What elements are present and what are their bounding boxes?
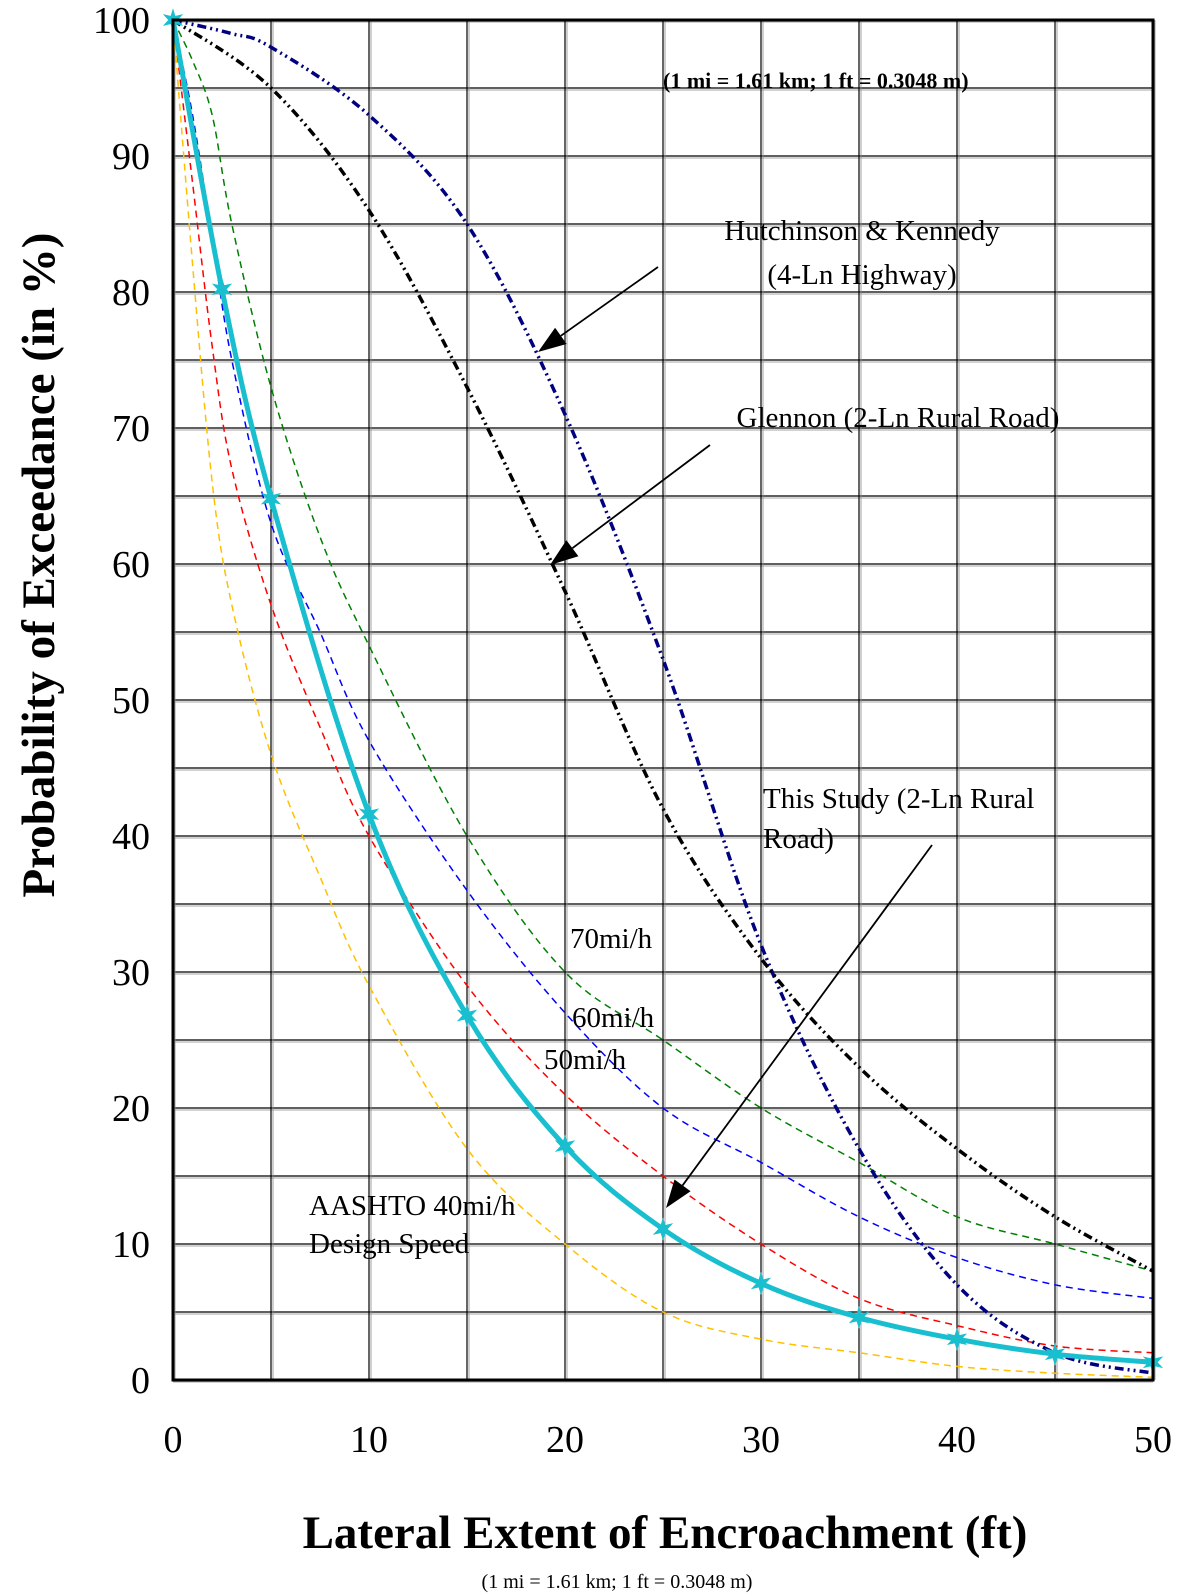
annotation-line: Design Speed xyxy=(309,1228,470,1260)
y-tick-label: 0 xyxy=(131,1360,150,1402)
data-point-this-study-2-ln-rural-road xyxy=(1044,1342,1066,1366)
data-point-this-study-2-ln-rural-road xyxy=(652,1217,674,1241)
x-tick-label: 20 xyxy=(546,1419,584,1461)
plot-border xyxy=(171,18,1155,1382)
data-point-this-study-2-ln-rural-road xyxy=(750,1271,772,1296)
conversion-note-top: (1 mi = 1.61 km; 1 ft = 0.3048 m) xyxy=(663,68,969,93)
y-tick-label: 10 xyxy=(112,1224,150,1266)
y-tick-label: 20 xyxy=(112,1088,150,1130)
y-axis-title: Probability of Exceedance (in %) xyxy=(13,233,65,898)
annotation-line: 60mi/h xyxy=(572,1002,655,1034)
data-point-this-study-2-ln-rural-road xyxy=(456,1003,478,1028)
arrow-head-glennon xyxy=(550,540,579,565)
y-tick-label: 60 xyxy=(112,544,150,586)
series-group xyxy=(162,8,1164,1379)
annotation-line: Hutchinson & Kennedy xyxy=(724,215,1000,247)
annotation-line: This Study (2-Ln Rural xyxy=(763,783,1034,815)
data-point-this-study-2-ln-rural-road xyxy=(260,486,282,511)
x-tick-label: 10 xyxy=(350,1419,388,1461)
x-axis-title: Lateral Extent of Encroachment (ft) xyxy=(303,1507,1028,1559)
series-line-aashto-40mi-h-design-speed xyxy=(172,19,1154,1379)
annotation-study: This Study (2-Ln Rural Road) xyxy=(763,783,1034,855)
series-line-this-study-2-ln-rural-road xyxy=(170,19,1154,1365)
y-tick-label: 50 xyxy=(112,680,150,722)
y-tick-label: 80 xyxy=(112,272,150,314)
y-tick-label: 30 xyxy=(112,952,150,994)
y-tick-label: 40 xyxy=(112,816,150,858)
data-point-this-study-2-ln-rural-road xyxy=(848,1305,870,1330)
y-tick-label: 90 xyxy=(112,136,150,178)
y-tick-label: 100 xyxy=(93,0,150,42)
annotation-aashto: AASHTO 40mi/h Design Speed xyxy=(309,1190,516,1260)
annotation-glennon: Glennon (2-Ln Rural Road) xyxy=(737,402,1060,434)
data-point-this-study-2-ln-rural-road xyxy=(946,1327,968,1351)
arrow-line-study xyxy=(681,844,933,1186)
annotation-line: Road) xyxy=(763,823,834,855)
annotation-hk: Hutchinson & Kennedy (4-Ln Highway) xyxy=(724,215,1000,291)
series-line-hutchinson-kennedy-4-ln-highway xyxy=(172,18,1154,1375)
data-point-this-study-2-ln-rural-road xyxy=(358,802,380,826)
arrow-line-hk xyxy=(560,266,659,337)
data-point-this-study-2-ln-rural-road xyxy=(554,1134,576,1158)
annotations: Hutchinson & Kennedy (4-Ln Highway) Glenno… xyxy=(309,215,1059,1260)
y-tick-label: 70 xyxy=(112,408,150,450)
arrow-head-study xyxy=(666,1179,691,1208)
series-line-50mi-h xyxy=(172,19,1154,1354)
arrow-head-hk xyxy=(538,327,567,352)
annotation-line: 50mi/h xyxy=(544,1044,627,1076)
x-tick-label: 40 xyxy=(938,1419,976,1461)
annotation-line: 70mi/h xyxy=(570,923,653,955)
annotation-line: AASHTO 40mi/h xyxy=(309,1190,516,1222)
annotation-line: (4-Ln Highway) xyxy=(767,259,956,291)
annotation-s60: 60mi/h xyxy=(572,1002,655,1034)
grid xyxy=(172,19,1156,1383)
series-line-glennon-2-ln-rural-road xyxy=(172,18,1154,1273)
annotation-line: Glennon (2-Ln Rural Road) xyxy=(737,402,1060,434)
conversion-note-bottom: (1 mi = 1.61 km; 1 ft = 0.3048 m) xyxy=(482,1571,753,1593)
tick-labels: 0 10 20 30 40 50 0 10 20 30 40 50 60 70 80 90 100 xyxy=(93,0,1172,1461)
x-tick-label: 0 xyxy=(164,1419,183,1461)
annotation-s50: 50mi/h xyxy=(544,1044,627,1076)
annotation-s70: 70mi/h xyxy=(570,923,653,955)
x-tick-label: 50 xyxy=(1134,1419,1172,1461)
data-point-this-study-2-ln-rural-road xyxy=(211,277,233,302)
x-tick-label: 30 xyxy=(742,1419,780,1461)
arrow-line-glennon xyxy=(571,444,711,549)
plot-frame xyxy=(171,18,1155,1382)
